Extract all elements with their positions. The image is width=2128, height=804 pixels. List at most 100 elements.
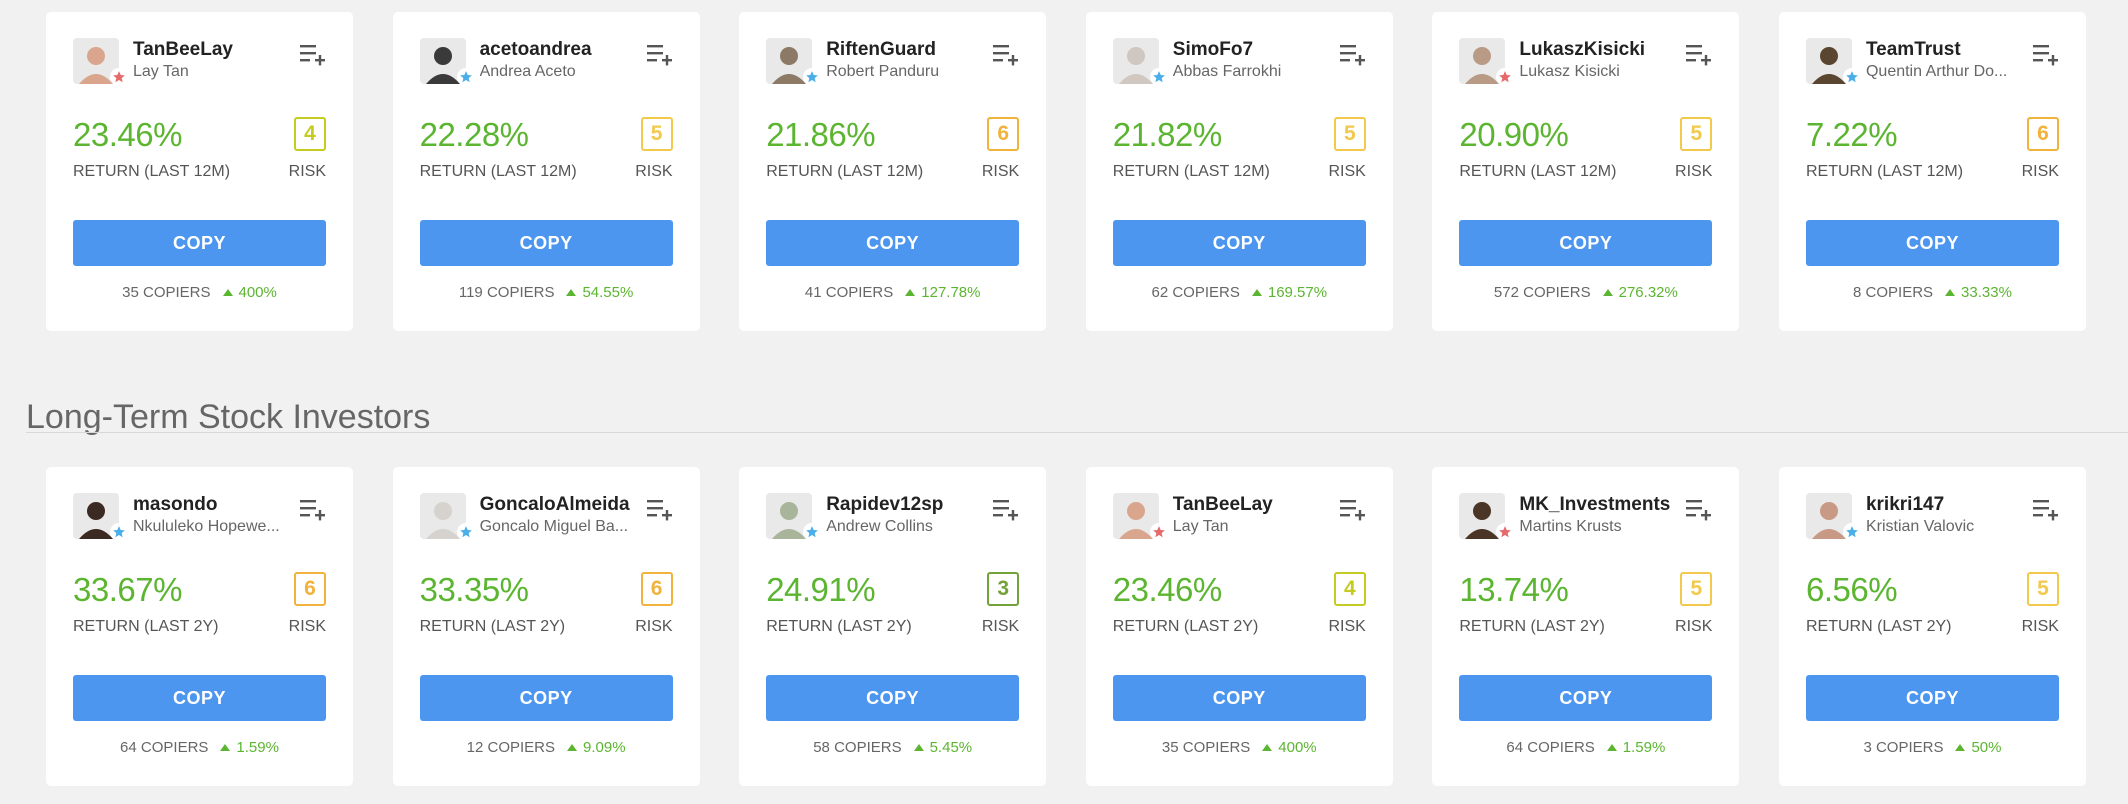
avatar[interactable] (1459, 38, 1515, 86)
trader-username[interactable]: TanBeeLay (1172, 494, 1273, 515)
avatar[interactable] (1459, 493, 1515, 541)
copiers-count: 58 (813, 739, 830, 756)
trader-username[interactable]: masondo (133, 494, 218, 515)
copiers-label: COPIERS (142, 284, 211, 301)
add-to-watchlist-icon[interactable] (1685, 42, 1713, 66)
copiers-label: COPIERS (1527, 739, 1595, 756)
avatar[interactable] (73, 493, 128, 541)
copiers-stat: 35 COPIERS 400% (1086, 739, 1393, 756)
risk-label: RISK (2021, 618, 2059, 635)
return-value: 7.22% (1805, 116, 1898, 153)
avatar[interactable] (1112, 38, 1168, 86)
copiers-count: 119 (458, 284, 483, 301)
trader-fullname: Andrea Aceto (479, 63, 576, 80)
trader-username[interactable]: LukaszKisicki (1519, 39, 1646, 60)
add-to-watchlist-icon[interactable] (1339, 42, 1367, 66)
add-to-watchlist-icon[interactable] (299, 42, 327, 66)
copy-button[interactable]: COPY (419, 220, 673, 266)
add-to-watchlist-icon[interactable] (992, 42, 1020, 66)
copiers-count: 3 (1863, 739, 1872, 756)
copiers-change: 33.33% (1961, 284, 2012, 301)
add-to-watchlist-icon[interactable] (646, 42, 674, 66)
avatar[interactable] (419, 493, 475, 541)
add-to-watchlist-icon[interactable] (2032, 42, 2060, 66)
copy-button[interactable]: COPY (73, 220, 326, 266)
up-arrow-icon (1251, 288, 1262, 296)
trader-username[interactable]: RiftenGuard (826, 39, 936, 60)
trader-card[interactable]: acetoandrea Andrea Aceto 22.28% RETURN (… (392, 12, 700, 331)
trader-card[interactable]: GoncaloAlmeida Goncalo Miguel Ba... 33.3… (392, 467, 700, 786)
copy-button[interactable]: COPY (419, 675, 673, 721)
add-to-watchlist-icon[interactable] (992, 497, 1020, 521)
trader-username[interactable]: TeamTrust (1865, 39, 1961, 60)
trader-fullname: Goncalo Miguel Ba... (479, 518, 629, 535)
trader-card[interactable]: MK_Investments Martins Krusts 13.74% RET… (1432, 467, 1740, 786)
trader-card[interactable]: TanBeeLay Lay Tan 23.46% RETURN (LAST 12… (46, 12, 353, 331)
copiers-stat: 41 COPIERS 127.78% (739, 284, 1046, 301)
copy-button[interactable]: COPY (766, 220, 1020, 266)
trader-username[interactable]: SimoFo7 (1172, 39, 1254, 60)
add-to-watchlist-icon[interactable] (2032, 497, 2060, 521)
copiers-stat: 12 COPIERS 9.09% (393, 739, 700, 756)
trader-username[interactable]: GoncaloAlmeida (479, 494, 630, 515)
avatar[interactable] (1805, 493, 1861, 541)
trader-username[interactable]: TanBeeLay (133, 39, 233, 60)
avatar[interactable] (1805, 38, 1861, 86)
trader-username[interactable]: acetoandrea (479, 39, 592, 60)
avatar[interactable] (73, 38, 128, 86)
blue-star-icon (803, 523, 822, 541)
avatar[interactable] (766, 38, 822, 86)
risk-score-badge: 5 (1680, 572, 1713, 606)
copiers-stat: 64 COPIERS 1.59% (46, 739, 353, 756)
trader-username[interactable]: krikri147 (1865, 494, 1945, 515)
copiers-label: COPIERS (1182, 739, 1251, 756)
trader-card[interactable]: SimoFo7 Abbas Farrokhi 21.82% RETURN (LA… (1085, 12, 1393, 331)
avatar[interactable] (766, 493, 822, 541)
risk-score-badge: 5 (2026, 572, 2059, 606)
risk-label: RISK (635, 163, 673, 180)
copy-button[interactable]: COPY (1112, 675, 1366, 721)
return-value: 24.91% (766, 571, 876, 608)
trader-card[interactable]: Rapidev12sp Andrew Collins 24.91% RETURN… (739, 467, 1047, 786)
copy-button[interactable]: COPY (1112, 220, 1366, 266)
return-value: 23.46% (1112, 571, 1222, 608)
risk-score-badge: 6 (2026, 117, 2059, 151)
copiers-count: 8 (1853, 284, 1862, 301)
up-arrow-icon (905, 288, 916, 296)
add-to-watchlist-icon[interactable] (1685, 497, 1713, 521)
copiers-stat: 119 COPIERS 54.55% (393, 284, 700, 301)
add-to-watchlist-icon[interactable] (1339, 497, 1367, 521)
trader-card[interactable]: krikri147 Kristian Valovic 6.56% RETURN … (1778, 467, 2086, 786)
copy-button[interactable]: COPY (73, 675, 326, 721)
add-to-watchlist-icon[interactable] (299, 497, 327, 521)
avatar[interactable] (419, 38, 475, 86)
trader-card[interactable]: masondo Nkululeko Hopewe... 33.67% RETUR… (46, 467, 353, 786)
copiers-label: COPIERS (1875, 739, 1944, 756)
copy-button[interactable]: COPY (1459, 220, 1713, 266)
return-value: 20.90% (1459, 116, 1569, 153)
risk-label: RISK (635, 618, 673, 635)
trader-username[interactable]: MK_Investments (1519, 494, 1671, 515)
add-to-watchlist-icon[interactable] (646, 497, 674, 521)
copy-button[interactable]: COPY (1459, 675, 1713, 721)
copy-button[interactable]: COPY (1805, 675, 2059, 721)
copiers-count: 35 (122, 284, 139, 301)
copy-button[interactable]: COPY (1805, 220, 2059, 266)
trader-card[interactable]: TanBeeLay Lay Tan 23.46% RETURN (LAST 2Y… (1085, 467, 1393, 786)
trader-username[interactable]: Rapidev12sp (826, 494, 944, 515)
trader-fullname: Andrew Collins (826, 518, 933, 535)
copiers-change: 400% (1278, 739, 1317, 756)
return-label: RETURN (LAST 12M) (766, 163, 924, 180)
copy-button[interactable]: COPY (766, 675, 1020, 721)
trader-card[interactable]: LukaszKisicki Lukasz Kisicki 20.90% RETU… (1432, 12, 1740, 331)
copiers-stat: 58 COPIERS 5.45% (739, 739, 1046, 756)
section-divider (26, 432, 2128, 433)
trader-card[interactable]: RiftenGuard Robert Panduru 21.86% RETURN… (739, 12, 1047, 331)
up-arrow-icon (1945, 288, 1956, 296)
risk-score-badge: 6 (640, 572, 673, 606)
return-label: RETURN (LAST 2Y) (419, 618, 566, 635)
avatar[interactable] (1112, 493, 1168, 541)
trader-card[interactable]: TeamTrust Quentin Arthur Do... 7.22% RET… (1778, 12, 2086, 331)
copiers-label: COPIERS (1523, 284, 1591, 301)
return-label: RETURN (LAST 12M) (73, 163, 231, 180)
